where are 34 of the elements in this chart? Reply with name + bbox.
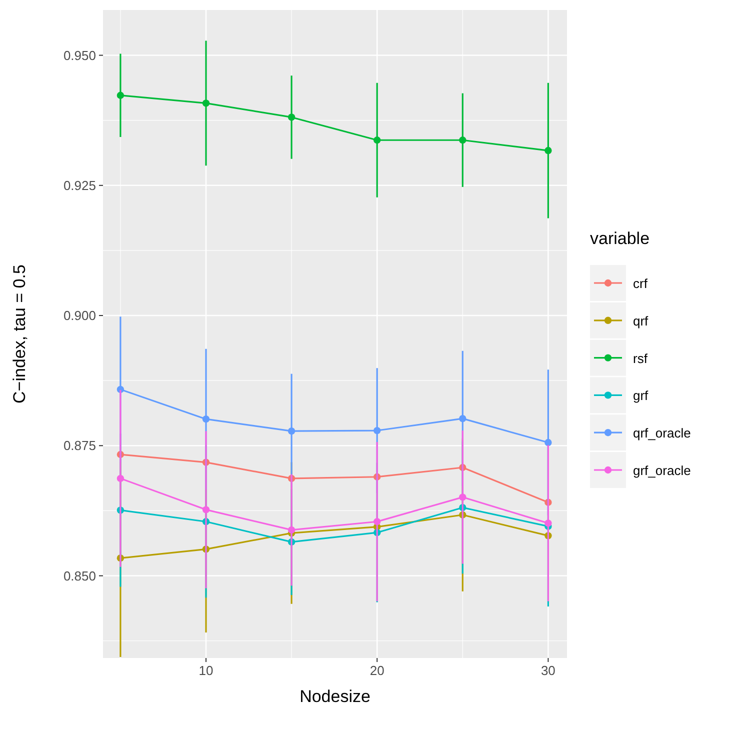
legend-label: qrf [633, 313, 649, 328]
legend-label: grf_oracle [633, 463, 691, 478]
point [116, 92, 124, 99]
point [544, 438, 552, 446]
point [288, 114, 296, 121]
x-tick-label: 10 [198, 663, 214, 678]
x-tick-label: 30 [540, 663, 556, 678]
y-tick-label: 0.900 [63, 308, 96, 324]
y-tick-label: 0.925 [63, 178, 96, 193]
legend-label: qrf_oracle [633, 426, 691, 441]
point [544, 520, 552, 527]
y-tick-label: 0.850 [63, 568, 96, 584]
point [202, 416, 210, 423]
point [373, 518, 381, 526]
x-tick-label: 20 [370, 663, 384, 678]
y-axis-title: C−index, tau = 0.5 [10, 264, 29, 404]
legend-title: variable [590, 229, 650, 248]
point [373, 426, 381, 434]
y-tick-label: 0.950 [63, 48, 96, 63]
point [459, 136, 466, 144]
point [459, 494, 466, 501]
legend-label: rsf [633, 350, 648, 366]
legend-label: grf [633, 388, 649, 404]
point [288, 526, 296, 534]
point [116, 474, 124, 482]
point [202, 100, 210, 107]
point [288, 427, 296, 435]
point [544, 146, 552, 154]
legend-label: crf [633, 276, 648, 291]
point [202, 506, 210, 514]
y-tick-label: 0.875 [63, 438, 96, 454]
point [373, 136, 381, 144]
point [459, 414, 466, 422]
x-axis-title: Nodesize [300, 687, 370, 706]
